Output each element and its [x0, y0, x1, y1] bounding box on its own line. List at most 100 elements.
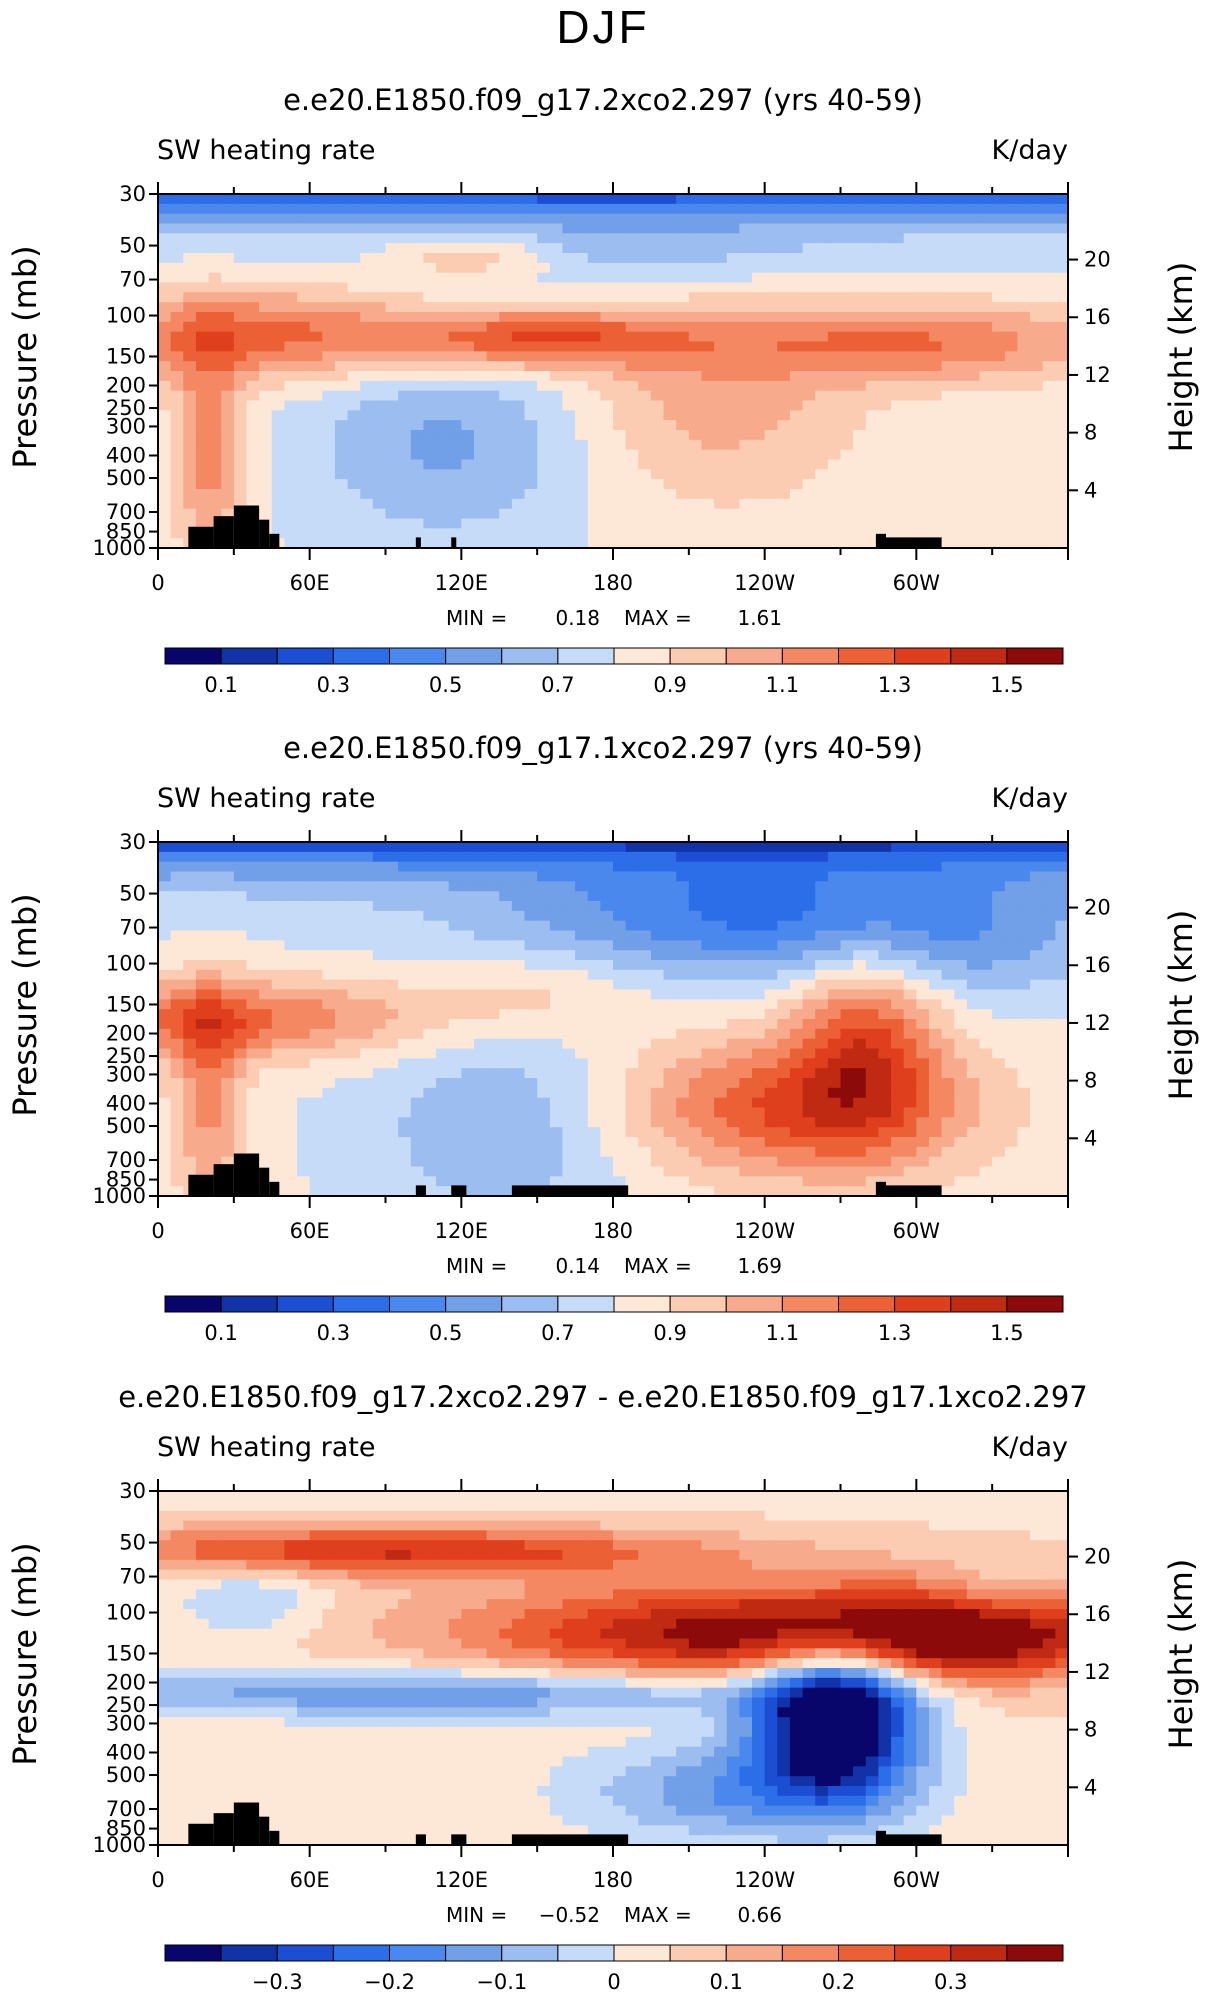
heatmap-cell [866, 1058, 879, 1068]
heatmap-cell [259, 940, 272, 950]
heatmap-cell [904, 1029, 917, 1039]
heatmap-cell [727, 401, 740, 411]
heatmap-cell [664, 931, 677, 941]
heatmap-cell [916, 469, 929, 479]
heatmap-cell [1017, 420, 1030, 430]
heatmap-cell [209, 1049, 222, 1059]
heatmap-cell [1055, 263, 1068, 273]
heatmap-cell [525, 371, 538, 381]
heatmap-cell [449, 283, 462, 293]
heatmap-cell [171, 371, 184, 381]
heatmap-cell [1043, 410, 1056, 420]
heatmap-cell [550, 1039, 563, 1049]
heatmap-cell [423, 351, 436, 361]
heatmap-cell [449, 872, 462, 882]
heatmap-cell [613, 351, 626, 361]
heatmap-cell [613, 1039, 626, 1049]
heatmap-cell [550, 1019, 563, 1029]
heatmap-cell [537, 519, 550, 529]
heatmap-cell [411, 243, 424, 253]
heatmap-cell [815, 1009, 828, 1019]
heatmap-cell [739, 921, 752, 931]
heatmap-cell [272, 489, 285, 499]
heatmap-cell [423, 1167, 436, 1177]
heatmap-cell [765, 1127, 778, 1137]
heatmap-cell [461, 332, 474, 342]
heatmap-cell [866, 233, 879, 243]
heatmap-cell [992, 519, 1005, 529]
heatmap-cell [664, 342, 677, 352]
heatmap-cell [449, 950, 462, 960]
heatmap-cell [386, 1157, 399, 1167]
heatmap-cell [259, 990, 272, 1000]
heatmap-cell [512, 862, 525, 872]
heatmap-cell [613, 233, 626, 243]
heatmap-cell [209, 931, 222, 941]
heatmap-cell [525, 194, 538, 204]
heatmap-cell [752, 489, 765, 499]
heatmap-cell [386, 950, 399, 960]
heatmap-cell [487, 194, 500, 204]
heatmap-cell [739, 469, 752, 479]
heatmap-cell [246, 1137, 259, 1147]
heatmap-cell [487, 253, 500, 263]
heatmap-cell [449, 371, 462, 381]
heatmap-cell [916, 1019, 929, 1029]
heatmap-cell [487, 224, 500, 234]
heatmap-cell [297, 322, 310, 332]
heatmap-cell [474, 233, 487, 243]
heatmap-cell [600, 292, 613, 302]
heatmap-cell [878, 450, 891, 460]
heatmap-cell [727, 332, 740, 342]
heatmap-cell [234, 1078, 247, 1088]
heatmap-cell [803, 862, 816, 872]
heatmap-cell [411, 283, 424, 293]
heatmap-cell [322, 950, 335, 960]
heatmap-cell [360, 1098, 373, 1108]
heatmap-cell [815, 528, 828, 538]
heatmap-cell [727, 990, 740, 1000]
heatmap-cell [183, 224, 196, 234]
heatmap-cell [828, 214, 841, 224]
heatmap-cell [360, 960, 373, 970]
heatmap-cell [246, 410, 259, 420]
heatmap-cell [727, 351, 740, 361]
heatmap-cell [777, 273, 790, 283]
heatmap-cell [310, 430, 323, 440]
heatmap-cell [676, 214, 689, 224]
heatmap-cell [196, 1058, 209, 1068]
heatmap-cell [525, 852, 538, 862]
heatmap-cell [916, 361, 929, 371]
heatmap-cell [461, 214, 474, 224]
heatmap-cell [386, 332, 399, 342]
heatmap-cell [803, 351, 816, 361]
heatmap-cell [158, 1088, 171, 1098]
heatmap-cell [335, 253, 348, 263]
heatmap-cell [183, 214, 196, 224]
heatmap-cell [487, 852, 500, 862]
heatmap-cell [348, 1108, 361, 1118]
heatmap-cell [487, 214, 500, 224]
heatmap-cell [386, 990, 399, 1000]
heatmap-cell [272, 1049, 285, 1059]
heatmap-cell [348, 1058, 361, 1068]
heatmap-cell [525, 1019, 538, 1029]
heatmap-cell [297, 1009, 310, 1019]
heatmap-cell [360, 224, 373, 234]
heatmap-cell [664, 1176, 677, 1186]
heatmap-cell [853, 283, 866, 293]
heatmap-cell [461, 1127, 474, 1137]
heatmap-cell [752, 283, 765, 293]
heatmap-cell [221, 842, 234, 852]
heatmap-cell [1005, 410, 1018, 420]
heatmap-cell [790, 430, 803, 440]
heatmap-cell [790, 489, 803, 499]
heatmap-cell [891, 1088, 904, 1098]
heatmap-cell [499, 872, 512, 882]
heatmap-cell [815, 1117, 828, 1127]
heatmap-cell [878, 970, 891, 980]
heatmap-cell [474, 322, 487, 332]
heatmap-cell [891, 509, 904, 519]
heatmap-cell [853, 999, 866, 1009]
heatmap-cell [322, 940, 335, 950]
